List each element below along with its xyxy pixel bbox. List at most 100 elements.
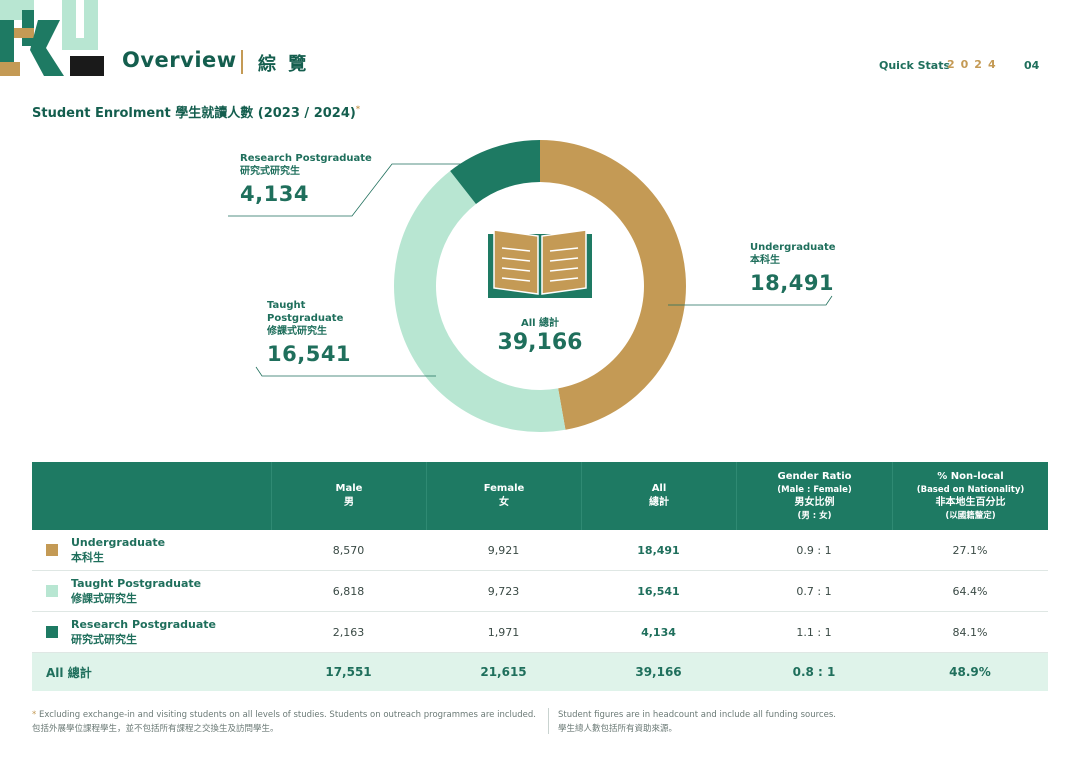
cell-ratio: 0.7 : 1 <box>796 584 832 598</box>
hku-logo-graphic <box>0 0 104 76</box>
donut-slice-undergraduate <box>540 140 687 430</box>
total-nonlocal: 48.9% <box>949 665 991 679</box>
header-category <box>32 462 271 530</box>
row-category: Research Postgraduate 研究式研究生 <box>32 617 271 647</box>
footnote-left-zh: 包括外展學位課程學生，並不包括所有課程之交換生及訪問學生。 <box>32 724 279 734</box>
footnote-left: * Excluding exchange-in and visiting stu… <box>32 708 542 736</box>
total-label: All 總計 <box>46 665 92 680</box>
cell-female: 1,971 <box>487 625 520 639</box>
callout-under-num: 18,491 <box>750 271 835 295</box>
row-name: Research Postgraduate 研究式研究生 <box>71 617 216 647</box>
footnote-mark: * <box>355 104 361 114</box>
cell-all: 16,541 <box>637 584 680 598</box>
section-title-text: Student Enrolment 學生就讀人數 (2023 / 2024) <box>32 106 356 121</box>
table-row: Taught Postgraduate 修課式研究生 6,818 9,723 1… <box>32 571 1048 612</box>
row-name-zh: 修課式研究生 <box>71 592 137 605</box>
leader-line-research <box>228 163 462 217</box>
donut-center-label: All 總計 <box>520 318 560 329</box>
header-all-en: All <box>651 483 667 494</box>
header-gender-ratio: Gender Ratio (Male : Female) 男女比例 (男 : 女… <box>736 462 892 530</box>
cell-ratio: 1.1 : 1 <box>796 625 832 639</box>
table-total-row: All 總計 17,551 21,615 39,166 0.8 : 1 48.9… <box>32 653 1048 691</box>
page-subtitle: 綜 覽 <box>258 54 310 75</box>
callout-undergraduate: Undergraduate 本科生 18,491 <box>750 241 836 295</box>
row-category: Undergraduate 本科生 <box>32 535 271 565</box>
row-name-zh: 本科生 <box>71 551 104 564</box>
cell-male: 6,818 <box>332 584 365 598</box>
total-female: 21,615 <box>480 665 527 679</box>
row-name-en: Research Postgraduate <box>71 618 216 631</box>
cell-female: 9,921 <box>487 543 520 557</box>
header-ratio-zh: 男女比例 <box>794 497 835 508</box>
callout-under-en: Undergraduate <box>750 242 836 253</box>
row-category: Taught Postgraduate 修課式研究生 <box>32 576 271 606</box>
quick-stats-label: Quick Stats <box>879 59 951 72</box>
hku-logo <box>0 0 104 76</box>
cell-nonlocal: 84.1% <box>952 625 988 639</box>
header-non-local: % Non-local (Based on Nationality) 非本地生百… <box>892 462 1048 530</box>
cell-all: 18,491 <box>637 543 680 557</box>
row-name: Taught Postgraduate 修課式研究生 <box>71 576 201 606</box>
header-male-zh: 男 <box>344 497 354 508</box>
cell-ratio: 0.9 : 1 <box>796 543 832 557</box>
leader-line-taught <box>255 366 436 377</box>
row-name-zh: 研究式研究生 <box>71 633 137 646</box>
quick-stats-year: 2024 <box>947 58 1002 71</box>
total-ratio: 0.8 : 1 <box>792 665 836 679</box>
callout-research-en: Research Postgraduate <box>240 153 372 164</box>
table-row: Research Postgraduate 研究式研究生 2,163 1,971… <box>32 612 1048 653</box>
donut-slice-taught-postgraduate <box>394 170 566 433</box>
footnote-right-zh: 學生總人數包括所有資助來源。 <box>558 724 678 734</box>
row-name: Undergraduate 本科生 <box>71 535 165 565</box>
cell-female: 9,723 <box>487 584 520 598</box>
footnote-right-en: Student figures are in headcount and inc… <box>558 710 836 720</box>
header-all: All 總計 <box>581 462 736 530</box>
header-ratio-sub: (Male : Female) <box>777 485 852 495</box>
header-all-zh: 總計 <box>649 497 669 508</box>
header-nonlocal-sub: (Based on Nationality) <box>916 485 1025 495</box>
header-ratio-zh-sub: (男 : 女) <box>797 511 832 521</box>
table-header: Male 男 Female 女 All 總計 Gender Ratio (Mal… <box>32 462 1048 530</box>
row-name-en: Taught Postgraduate <box>71 577 202 590</box>
enrolment-donut-chart <box>228 140 833 433</box>
cell-nonlocal: 27.1% <box>952 543 988 557</box>
header-male: Male 男 <box>271 462 426 530</box>
legend-swatch-research <box>46 626 58 638</box>
page-number: 04 <box>1024 59 1040 72</box>
callout-under-zh: 本科生 <box>750 255 780 266</box>
leader-line-undergraduate <box>668 295 833 306</box>
donut-center-value: 39,166 <box>497 330 583 355</box>
footnote-left-en: Excluding exchange-in and visiting stude… <box>38 710 537 720</box>
header-female: Female 女 <box>426 462 581 530</box>
footnote-divider <box>548 708 549 734</box>
row-name-en: Undergraduate <box>71 536 166 549</box>
legend-swatch-undergraduate <box>46 544 58 556</box>
callout-taught-zh: 修課式研究生 <box>267 326 327 337</box>
header-nonlocal-zh-sub: (以國籍釐定) <box>945 511 996 521</box>
section-title: Student Enrolment 學生就讀人數 (2023 / 2024)* <box>32 102 360 121</box>
book-icon <box>488 229 592 298</box>
page-title: Overview <box>122 48 237 72</box>
legend-swatch-taught <box>46 585 58 597</box>
enrolment-table: Male 男 Female 女 All 總計 Gender Ratio (Mal… <box>32 462 1048 691</box>
callout-taught-num: 16,541 <box>267 342 352 366</box>
table-row: Undergraduate 本科生 8,570 9,921 18,491 0.9… <box>32 530 1048 571</box>
header-nonlocal-en: % Non-local <box>937 471 1004 482</box>
footnote-right: Student figures are in headcount and inc… <box>558 708 1038 736</box>
donut-slice-research-postgraduate <box>450 140 540 205</box>
callout-research-num: 4,134 <box>240 182 309 206</box>
cell-male: 8,570 <box>332 543 365 557</box>
header-female-en: Female <box>483 483 525 494</box>
footnote-star: * <box>32 710 37 720</box>
header-female-zh: 女 <box>499 497 509 508</box>
callout-research: Research Postgraduate 研究式研究生 4,134 <box>240 152 372 206</box>
cell-all: 4,134 <box>641 625 676 639</box>
header-divider <box>241 50 243 74</box>
header-male-en: Male <box>335 483 363 494</box>
callout-taught-en2: Postgraduate <box>267 313 344 324</box>
callout-taught: Taught Postgraduate 修課式研究生 16,541 <box>267 299 351 366</box>
total-all: 39,166 <box>635 665 682 679</box>
cell-nonlocal: 64.4% <box>952 584 988 598</box>
callout-taught-en1: Taught <box>267 300 306 311</box>
header-nonlocal-zh: 非本地生百分比 <box>935 497 1006 508</box>
